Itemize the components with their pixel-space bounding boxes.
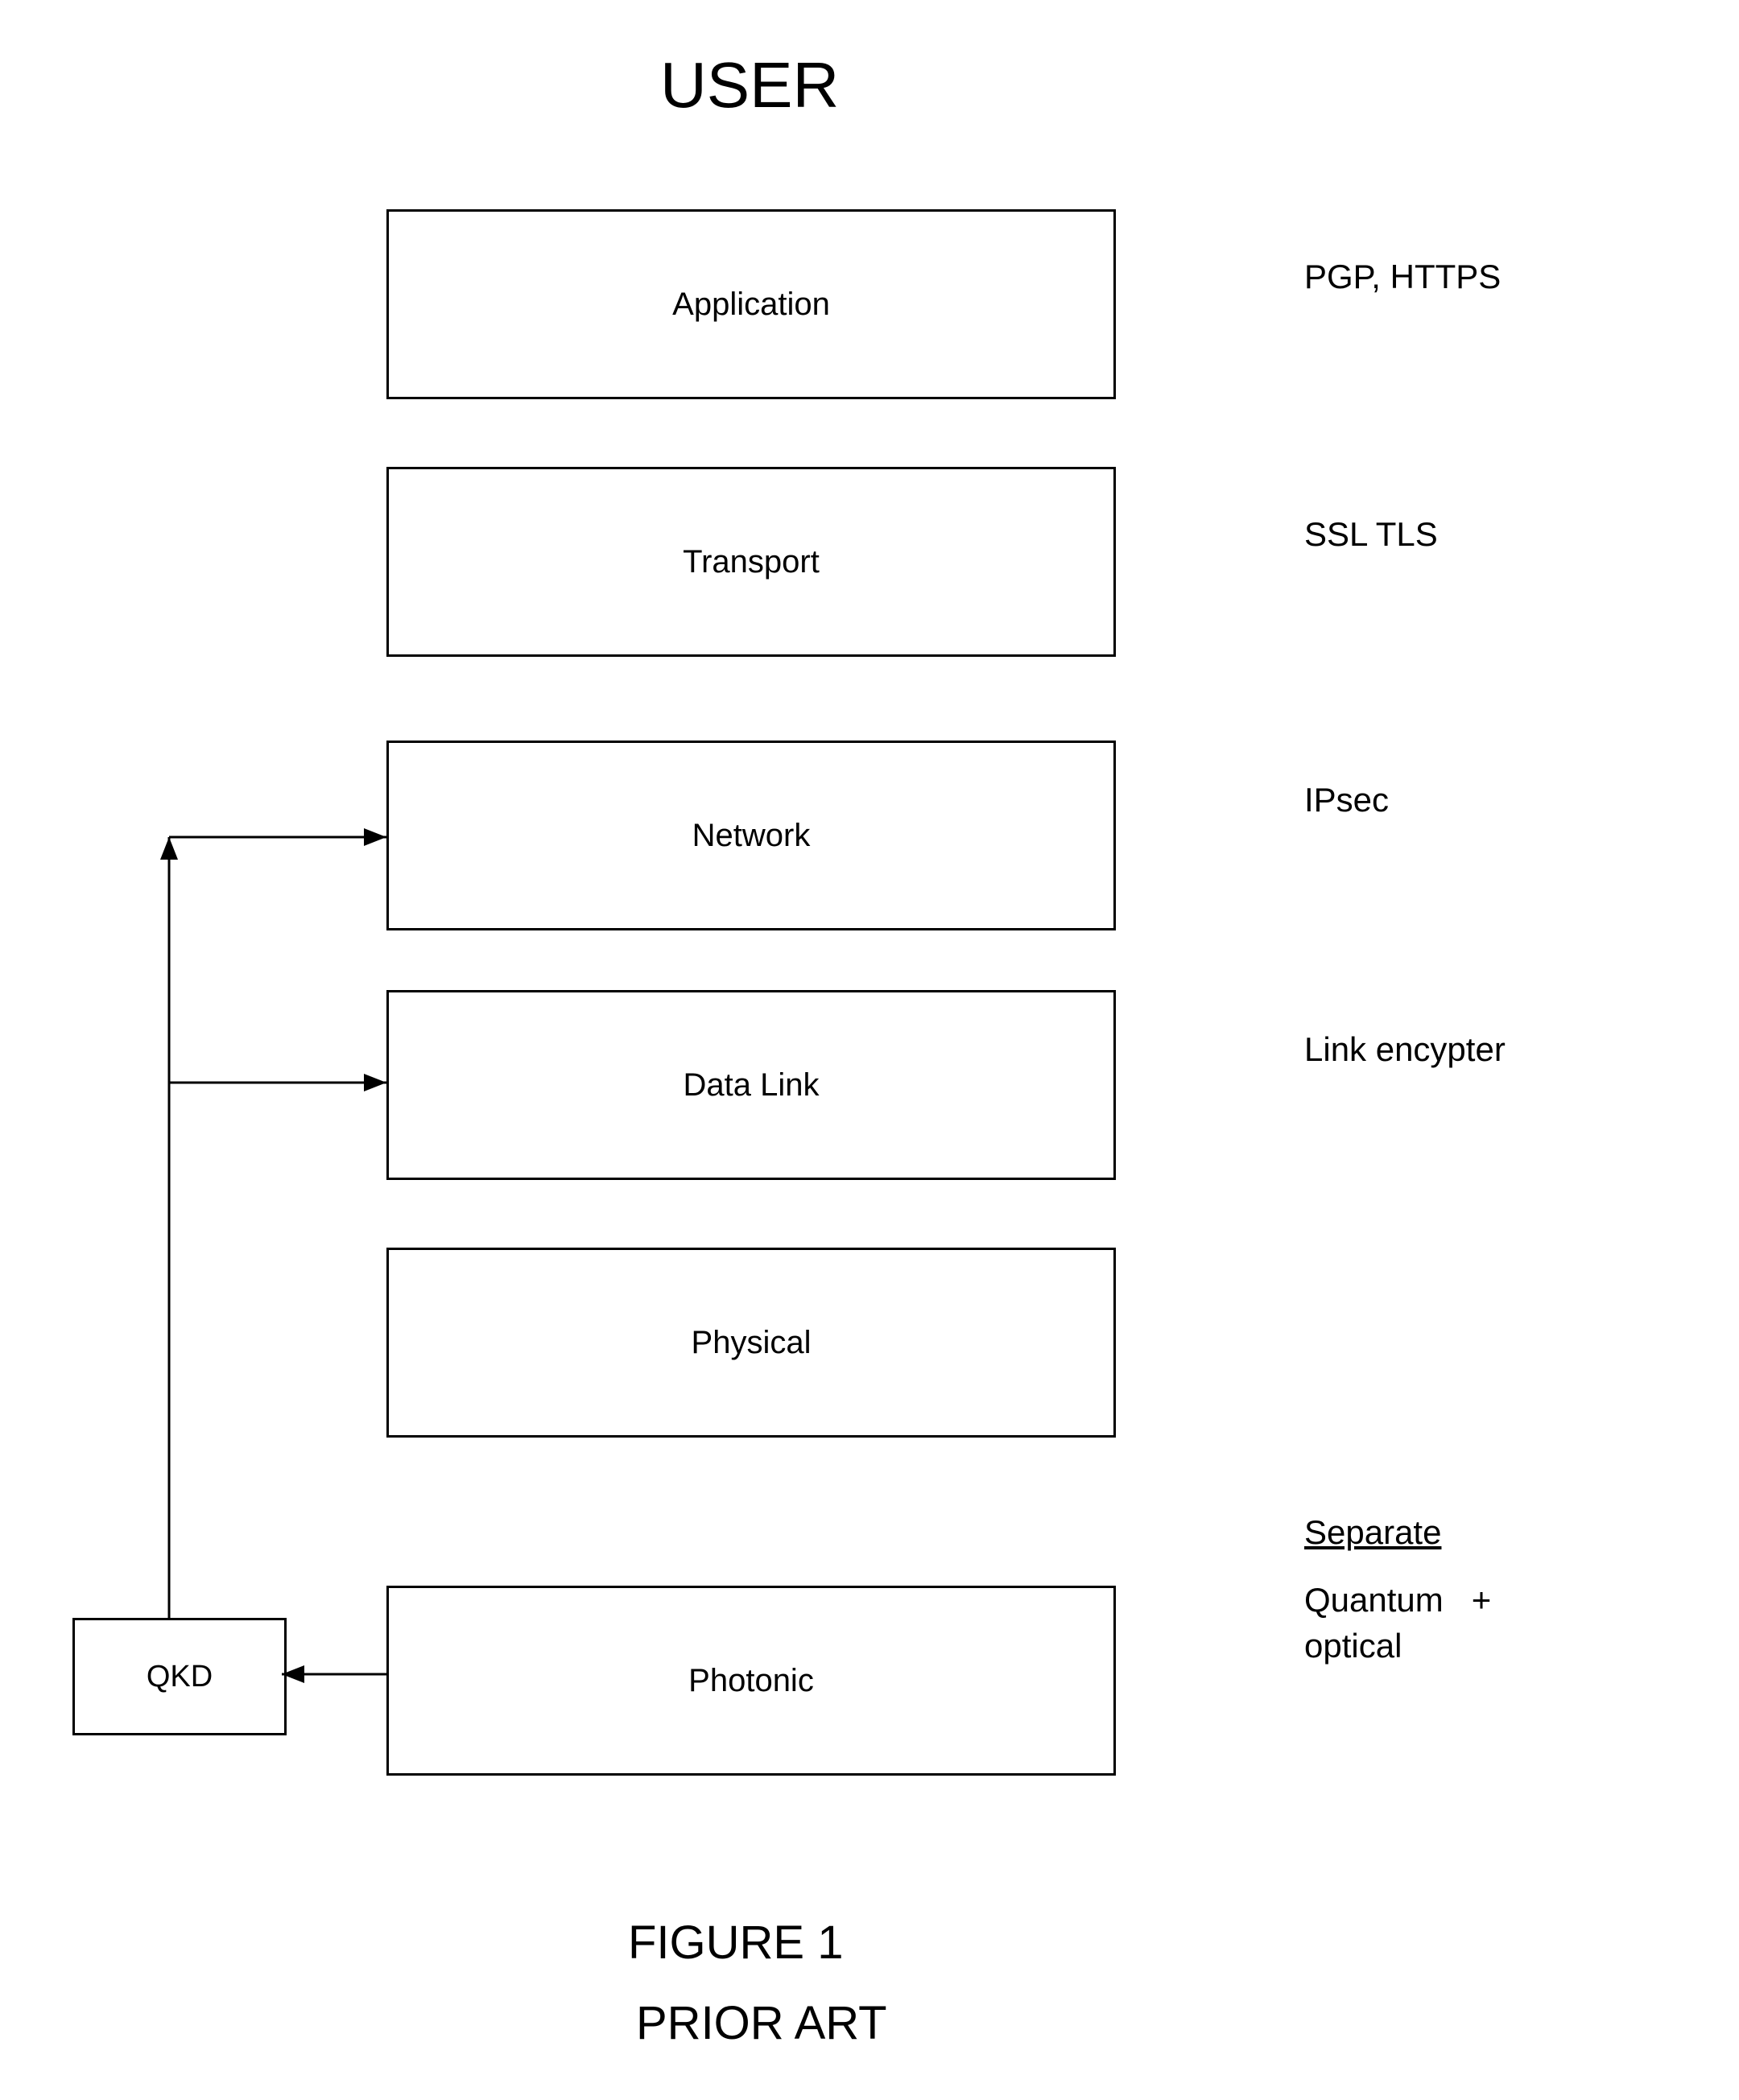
- layer-datalink: Data Link: [386, 990, 1116, 1180]
- layer-application: Application: [386, 209, 1116, 399]
- figure-caption-2: PRIOR ART: [636, 1996, 887, 2050]
- layer-network-label: Network: [692, 818, 811, 854]
- qkd-label: QKD: [147, 1660, 213, 1694]
- arrow-to-network-head: [364, 828, 386, 846]
- layer-physical: Physical: [386, 1248, 1116, 1438]
- layer-photonic-label: Photonic: [688, 1663, 814, 1699]
- annotation-network: IPsec: [1304, 781, 1389, 819]
- layer-transport: Transport: [386, 467, 1116, 657]
- layer-photonic: Photonic: [386, 1586, 1116, 1776]
- layer-application-label: Application: [672, 287, 830, 323]
- arrow-qkd-vertical-head: [160, 837, 178, 860]
- layer-physical-label: Physical: [692, 1325, 812, 1361]
- annotation-photonic: Quantum + optical: [1304, 1578, 1491, 1669]
- annotation-datalink: Link encypter: [1304, 1030, 1506, 1069]
- figure-caption-1: FIGURE 1: [628, 1916, 844, 1970]
- layer-transport-label: Transport: [683, 544, 820, 580]
- layer-network: Network: [386, 741, 1116, 930]
- arrow-to-datalink-head: [364, 1074, 386, 1091]
- annotation-separate-heading: Separate: [1304, 1513, 1441, 1552]
- annotation-application: PGP, HTTPS: [1304, 258, 1501, 296]
- layer-datalink-label: Data Link: [684, 1067, 820, 1104]
- page-title: USER: [660, 48, 839, 122]
- annotation-transport: SSL TLS: [1304, 515, 1438, 554]
- qkd-box: QKD: [72, 1618, 287, 1735]
